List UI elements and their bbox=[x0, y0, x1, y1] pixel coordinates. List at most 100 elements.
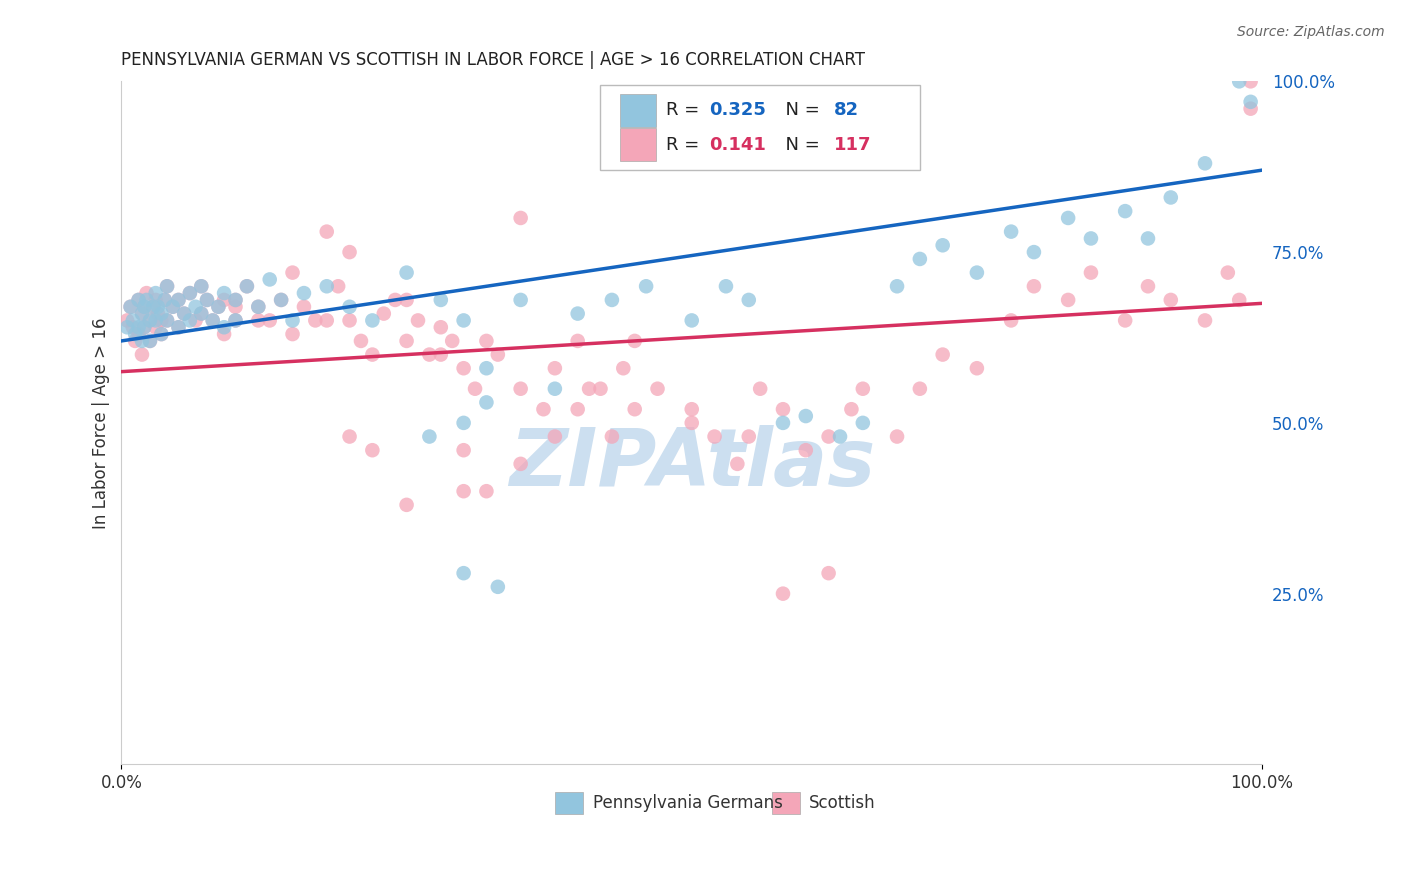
Point bbox=[139, 334, 162, 348]
Point bbox=[1000, 225, 1022, 239]
Point bbox=[681, 313, 703, 327]
Point bbox=[395, 266, 418, 280]
Point bbox=[681, 402, 703, 417]
Point bbox=[589, 382, 612, 396]
Point bbox=[636, 279, 658, 293]
Point bbox=[1239, 102, 1261, 116]
Text: Scottish: Scottish bbox=[810, 795, 876, 813]
Point bbox=[475, 334, 498, 348]
Point bbox=[162, 300, 184, 314]
Bar bbox=[620, 94, 657, 127]
Point bbox=[509, 211, 531, 225]
Point bbox=[772, 587, 794, 601]
Point bbox=[1022, 245, 1045, 260]
Point bbox=[167, 293, 190, 307]
Point bbox=[794, 443, 817, 458]
Point bbox=[179, 286, 201, 301]
Point bbox=[150, 327, 173, 342]
Text: 117: 117 bbox=[834, 136, 872, 153]
Point bbox=[725, 457, 748, 471]
Point bbox=[430, 293, 453, 307]
Point bbox=[135, 293, 157, 307]
Point bbox=[153, 293, 176, 307]
Point bbox=[184, 313, 207, 327]
Point bbox=[247, 300, 270, 314]
Point bbox=[772, 402, 794, 417]
Text: R =: R = bbox=[665, 101, 704, 120]
Point bbox=[418, 429, 440, 443]
Point bbox=[395, 293, 418, 307]
Text: N =: N = bbox=[773, 101, 825, 120]
Point bbox=[156, 313, 179, 327]
Point bbox=[212, 286, 235, 301]
Point bbox=[142, 300, 165, 314]
Point bbox=[139, 334, 162, 348]
Point bbox=[931, 348, 953, 362]
Text: N =: N = bbox=[773, 136, 825, 153]
Point bbox=[128, 293, 150, 307]
Point bbox=[714, 279, 737, 293]
Text: 0.141: 0.141 bbox=[709, 136, 766, 153]
Point bbox=[384, 293, 406, 307]
Point bbox=[1057, 211, 1080, 225]
Point bbox=[1000, 313, 1022, 327]
Point bbox=[600, 293, 623, 307]
Point bbox=[509, 293, 531, 307]
Point bbox=[145, 293, 167, 307]
Point bbox=[1136, 231, 1159, 245]
Point bbox=[430, 348, 453, 362]
Point bbox=[647, 382, 669, 396]
Point bbox=[567, 307, 589, 321]
Point bbox=[167, 320, 190, 334]
Point bbox=[281, 266, 304, 280]
Y-axis label: In Labor Force | Age > 16: In Labor Force | Age > 16 bbox=[93, 318, 110, 529]
Point bbox=[270, 293, 292, 307]
Point bbox=[567, 334, 589, 348]
Point bbox=[134, 320, 156, 334]
Point bbox=[475, 361, 498, 376]
Text: ZIPAtlas: ZIPAtlas bbox=[509, 425, 875, 503]
Point bbox=[224, 300, 246, 314]
Point bbox=[156, 279, 179, 293]
Point bbox=[247, 300, 270, 314]
Point bbox=[475, 395, 498, 409]
Point bbox=[509, 382, 531, 396]
Point bbox=[966, 361, 988, 376]
Point bbox=[339, 245, 361, 260]
Point bbox=[1194, 313, 1216, 327]
Bar bbox=[772, 792, 800, 814]
Text: R =: R = bbox=[665, 136, 710, 153]
Point bbox=[153, 293, 176, 307]
Point bbox=[292, 300, 315, 314]
Point bbox=[259, 272, 281, 286]
Point bbox=[179, 286, 201, 301]
Point bbox=[201, 313, 224, 327]
Point bbox=[128, 320, 150, 334]
Point bbox=[281, 327, 304, 342]
Point bbox=[150, 327, 173, 342]
Point bbox=[841, 402, 863, 417]
Point bbox=[1239, 74, 1261, 88]
Point bbox=[328, 279, 350, 293]
Point bbox=[1022, 279, 1045, 293]
Point bbox=[1114, 204, 1136, 219]
Point bbox=[453, 484, 475, 499]
Point bbox=[236, 279, 259, 293]
Text: Source: ZipAtlas.com: Source: ZipAtlas.com bbox=[1237, 25, 1385, 39]
Point bbox=[315, 225, 337, 239]
Point bbox=[131, 307, 153, 321]
Point bbox=[224, 313, 246, 327]
Point bbox=[190, 307, 212, 321]
Point bbox=[173, 307, 195, 321]
Text: 0.325: 0.325 bbox=[709, 101, 766, 120]
Point bbox=[190, 279, 212, 293]
Point bbox=[236, 279, 259, 293]
Point bbox=[908, 252, 931, 266]
Point bbox=[1239, 95, 1261, 109]
Point bbox=[772, 416, 794, 430]
Point bbox=[1057, 293, 1080, 307]
Point bbox=[270, 293, 292, 307]
Point bbox=[134, 300, 156, 314]
Point bbox=[612, 361, 634, 376]
Point bbox=[395, 334, 418, 348]
